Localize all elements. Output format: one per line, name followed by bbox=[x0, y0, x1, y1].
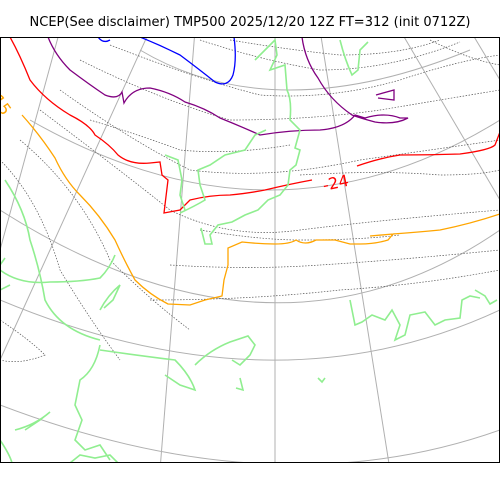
contour-label-orange: -15 bbox=[0, 86, 15, 118]
coastline bbox=[164, 154, 186, 211]
map-frame bbox=[0, 37, 500, 463]
parallel-line bbox=[29, 119, 500, 191]
coastline bbox=[0, 439, 13, 463]
contour-red bbox=[9, 37, 500, 214]
dotted-contour bbox=[0, 319, 46, 362]
parallel-line bbox=[0, 404, 500, 463]
parallel-line bbox=[0, 209, 500, 304]
dotted-contours bbox=[0, 39, 500, 362]
coastlines bbox=[0, 38, 498, 463]
coastline bbox=[235, 377, 245, 392]
meridian-line bbox=[0, 37, 59, 252]
parallel-line bbox=[139, 49, 471, 91]
dotted-contour bbox=[229, 39, 441, 56]
coastline bbox=[349, 295, 481, 342]
meridian-line bbox=[473, 37, 500, 81]
coastline bbox=[69, 454, 119, 463]
coastline bbox=[74, 344, 111, 461]
meridian-line bbox=[320, 37, 390, 463]
dotted-contour bbox=[59, 89, 500, 174]
dotted-contour bbox=[109, 44, 500, 97]
dotted-contour bbox=[19, 139, 191, 331]
dotted-contour bbox=[149, 269, 500, 301]
coastline bbox=[99, 349, 197, 392]
coastline bbox=[200, 38, 301, 245]
dotted-contour bbox=[0, 159, 121, 361]
contour-orange bbox=[21, 114, 500, 306]
coastline bbox=[317, 377, 326, 384]
map-title: NCEP(See disclaimer) TMP500 2025/12/20 1… bbox=[29, 15, 471, 30]
meridian-line bbox=[0, 37, 148, 361]
coastline bbox=[99, 284, 121, 311]
graticule bbox=[0, 37, 500, 463]
coastline bbox=[194, 335, 256, 367]
dotted-contour bbox=[89, 119, 291, 153]
contour-purple bbox=[47, 37, 409, 136]
coastline bbox=[339, 39, 369, 77]
contour-blue bbox=[97, 37, 236, 85]
dotted-contour bbox=[39, 109, 500, 233]
coastline bbox=[474, 289, 498, 306]
coastline bbox=[0, 257, 11, 291]
coastline bbox=[14, 411, 51, 431]
dotted-contour bbox=[199, 229, 401, 241]
dotted-contour bbox=[299, 169, 500, 176]
meridian-line bbox=[160, 37, 195, 463]
parallel-line bbox=[0, 299, 500, 361]
dotted-contour bbox=[79, 59, 500, 121]
dotted-contour bbox=[199, 39, 461, 71]
coastline bbox=[179, 129, 267, 214]
dotted-contour bbox=[169, 249, 500, 268]
meridian-line bbox=[403, 37, 500, 201]
coastline bbox=[4, 179, 101, 341]
coastline bbox=[0, 254, 116, 284]
